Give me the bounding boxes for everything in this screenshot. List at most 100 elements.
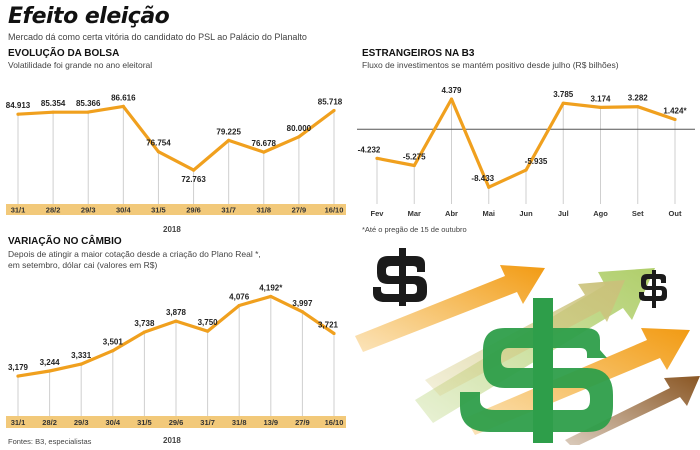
tick-label: Fev	[371, 209, 385, 218]
data-label: 76.678	[252, 139, 277, 148]
data-point	[332, 331, 336, 336]
data-label: 3.282	[628, 94, 649, 103]
data-point	[487, 185, 491, 189]
tick-label: Mai	[482, 209, 495, 218]
cambio-title: VARIAÇÃO NO CÂMBIO	[8, 236, 122, 247]
data-point	[51, 110, 55, 114]
data-point	[86, 110, 90, 114]
tick-label: 27/9	[292, 206, 307, 215]
page-subtitle: Mercado dá como certa vitória do candida…	[8, 32, 307, 42]
data-label: 3,878	[166, 308, 187, 317]
tick-label: 29/6	[169, 418, 184, 427]
data-label: 76.754	[146, 139, 171, 148]
data-point	[673, 117, 677, 122]
data-point	[449, 97, 454, 101]
x-axis-band	[6, 204, 346, 215]
tick-label: 31/1	[11, 418, 26, 427]
dollar-sign-icon	[639, 270, 667, 308]
tick-label: Mar	[408, 209, 421, 218]
sources-footnote: Fontes: B3, especialistas	[8, 437, 92, 446]
cambio-subtitle-line2: em setembro, dólar cai (valores em R$)	[8, 260, 158, 270]
tick-label: 29/3	[81, 206, 96, 215]
data-label: 3,501	[103, 338, 124, 347]
data-point	[636, 105, 640, 109]
tick-label: 31/5	[137, 418, 152, 427]
data-point	[262, 150, 266, 154]
dollar-sign-icon	[373, 248, 427, 306]
data-label: 85.366	[76, 99, 101, 108]
data-label: 3,721	[318, 320, 339, 329]
data-label: 3,997	[292, 299, 313, 308]
bolsa-subtitle: Volatilidade foi grande no ano eleitoral	[8, 60, 153, 70]
data-label: 1.424*	[663, 106, 687, 115]
data-point	[142, 330, 146, 334]
tick-label: Out	[669, 209, 682, 218]
data-point	[561, 101, 565, 105]
data-label: 79.225	[216, 127, 241, 136]
dollar-sign-icon	[460, 298, 613, 443]
data-label: 85.718	[318, 97, 343, 106]
data-point	[111, 349, 115, 353]
data-point	[375, 156, 379, 160]
page-title: Efeito eleição	[8, 4, 170, 29]
tick-label: 30/4	[116, 206, 131, 215]
data-point	[332, 108, 336, 113]
data-point	[227, 138, 231, 142]
tick-label: 29/3	[74, 418, 89, 427]
data-point	[206, 329, 210, 333]
data-point	[269, 294, 273, 299]
data-point	[121, 104, 125, 108]
bolsa-chart: 84.913 31/1 85.354 28/2 85.366 29/3 86.616 30/4…	[6, 93, 346, 215]
tick-label: Jun	[519, 209, 533, 218]
estrangeiros-subtitle: Fluxo de investimentos se mantém positiv…	[362, 60, 619, 70]
data-label: 85.354	[41, 99, 66, 108]
data-point	[412, 163, 416, 168]
estrangeiros-chart: -4.232 Fev -5.275 Mar 4.379 Abr -8.433 Mai -5.93…	[357, 86, 695, 218]
data-label: 84.913	[6, 101, 31, 110]
data-label: 3.174	[590, 94, 611, 103]
data-label: 86.616	[111, 93, 136, 102]
data-label: 4,192*	[259, 283, 283, 292]
data-point	[156, 150, 161, 154]
data-label: 4,076	[229, 293, 250, 302]
data-point	[524, 168, 528, 172]
data-point	[16, 374, 20, 378]
tick-label: Ago	[593, 209, 608, 218]
data-point	[191, 168, 196, 172]
data-point	[237, 303, 241, 308]
tick-label: 16/10	[325, 418, 344, 427]
data-point	[297, 135, 301, 139]
data-label: 3,331	[71, 351, 92, 360]
tick-label: 27/9	[295, 418, 310, 427]
tick-label: 31/8	[232, 418, 247, 427]
data-label: 4.379	[441, 86, 462, 95]
estrangeiros-title: ESTRANGEIROS NA B3	[362, 48, 475, 59]
data-label: 3,179	[8, 363, 29, 372]
data-point	[16, 112, 20, 116]
tick-label: 30/4	[105, 418, 120, 427]
data-label: 3,244	[40, 358, 61, 367]
cambio-subtitle-line1: Depois de atingir a maior cotação desde …	[8, 249, 261, 259]
estrangeiros-footnote: *Até o pregão de 15 de outubro	[362, 225, 467, 234]
dollar-arrows-illustration	[355, 248, 700, 445]
data-label: 3.785	[553, 90, 574, 99]
tick-label: 13/9	[263, 418, 278, 427]
tick-label: Jul	[558, 209, 569, 218]
tick-label: Abr	[445, 209, 458, 218]
series-line	[17, 104, 335, 172]
data-label: -5.935	[525, 157, 548, 166]
tick-label: 31/7	[221, 206, 236, 215]
data-label: 72.763	[181, 175, 206, 184]
data-label: -5.275	[403, 153, 426, 162]
tick-label: 31/7	[200, 418, 215, 427]
tick-label: 31/5	[151, 206, 166, 215]
data-point	[48, 369, 52, 373]
data-point	[79, 362, 83, 366]
tick-label: 31/1	[11, 206, 26, 215]
data-point	[300, 310, 304, 314]
tick-label: 16/10	[325, 206, 344, 215]
tick-label: 28/2	[46, 206, 61, 215]
arrow-up-icon	[355, 265, 545, 352]
bolsa-title: EVOLUÇÃO DA BOLSA	[8, 48, 120, 59]
data-label: 80.000	[287, 124, 312, 133]
